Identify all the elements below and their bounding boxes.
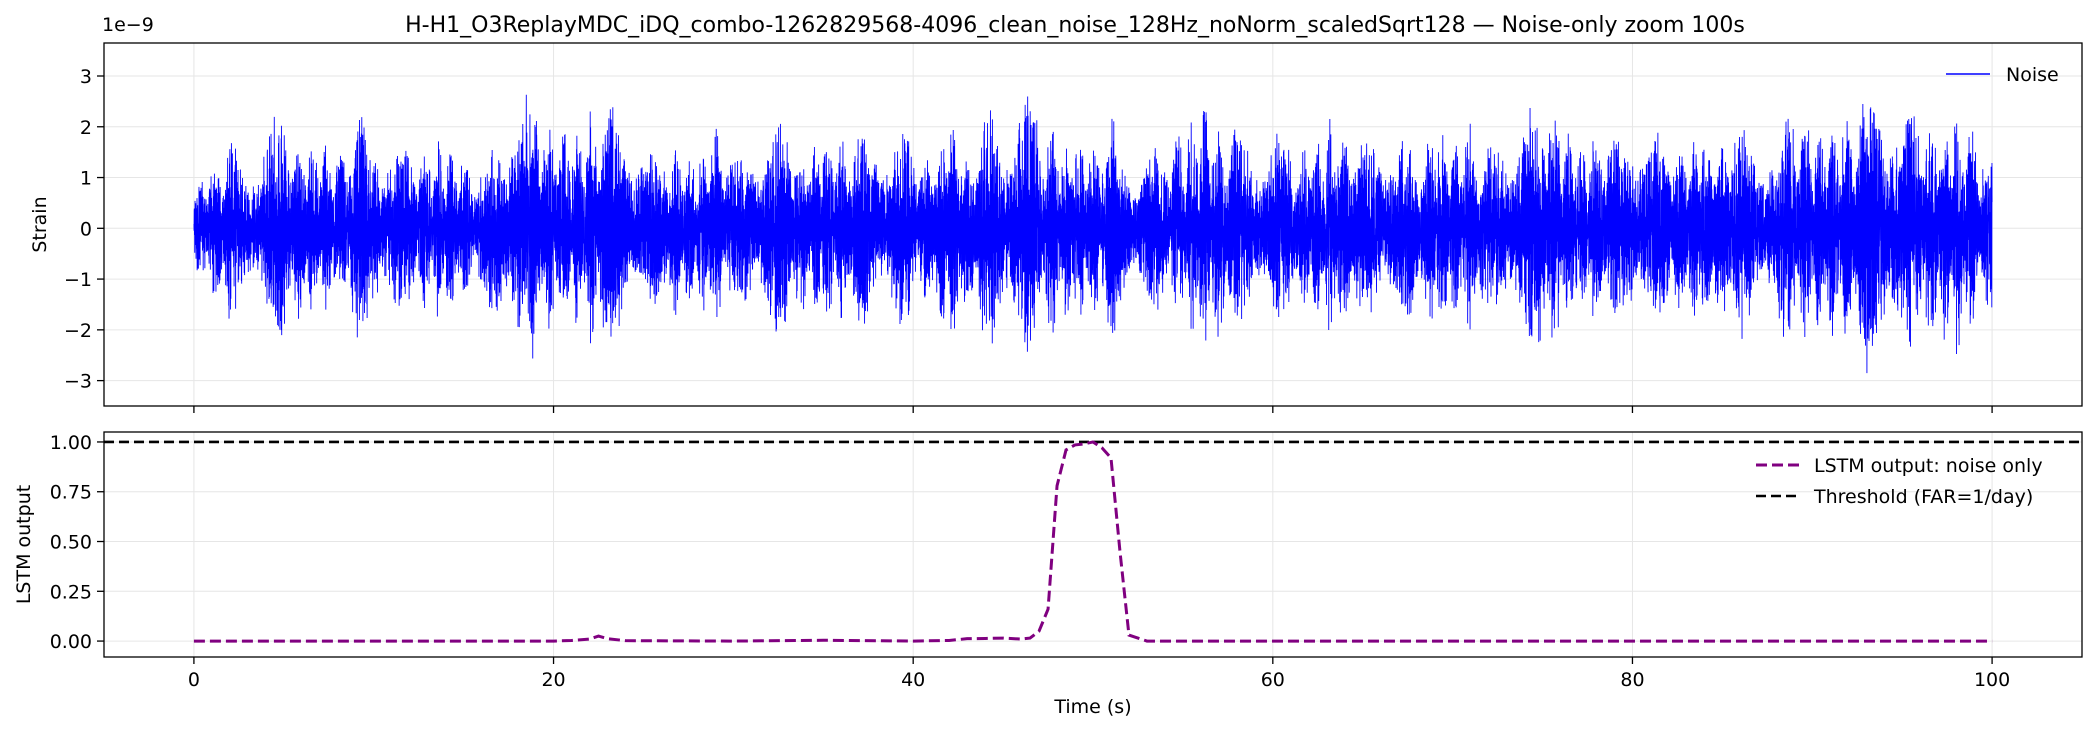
lstm-x-ticks: 0 20 40 60 80 100	[188, 657, 2010, 691]
x-tick-label: 20	[541, 669, 565, 691]
lstm-legend: LSTM output: noise only Threshold (FAR=1…	[1756, 455, 2043, 508]
x-axis-label: Time (s)	[1053, 696, 1131, 718]
y-tick-label: 0.50	[50, 532, 92, 554]
noise-line	[193, 94, 1993, 374]
legend-threshold-label: Threshold (FAR=1/day)	[1813, 486, 2033, 508]
y-tick-label: 2	[80, 117, 92, 139]
y-tick-label: 0	[80, 218, 92, 240]
y-tick-label: −1	[64, 269, 92, 291]
lstm-y-ticks: 0.00 0.25 0.50 0.75 1.00	[50, 432, 104, 653]
strain-y-axis-label: Strain	[29, 196, 51, 252]
legend-lstm-label: LSTM output: noise only	[1814, 455, 2043, 477]
y-tick-label: 1	[80, 168, 92, 190]
y-tick-label: −3	[64, 371, 92, 393]
y-tick-label: 1.00	[50, 432, 92, 454]
y-tick-label: 0.00	[50, 631, 92, 653]
strain-x-ticks	[193, 406, 1993, 413]
x-tick-label: 40	[901, 669, 925, 691]
x-tick-label: 0	[188, 669, 200, 691]
x-tick-label: 80	[1620, 669, 1644, 691]
strain-axes-frame	[103, 42, 2083, 407]
strain-legend: Noise	[1946, 64, 2059, 86]
y-tick-label: 0.75	[50, 482, 92, 504]
y-tick-label: −2	[64, 320, 92, 342]
strain-y-ticks: −3 −2 −1 0 1 2 3	[64, 66, 104, 393]
x-tick-label: 100	[1974, 669, 2010, 691]
legend-noise-label: Noise	[2006, 64, 2059, 86]
strain-offset-label: 1e−9	[102, 14, 154, 36]
lstm-panel: 0 20 40 60 80 100 0.00 0.25 0.50 0.75 1.00 LSTM o…	[13, 431, 2083, 718]
lstm-axes-frame	[103, 431, 2083, 658]
y-tick-label: 0.25	[50, 581, 92, 603]
lstm-output-line	[193, 440, 1993, 643]
chart-title: H-H1_O3ReplayMDC_iDQ_combo-1262829568-40…	[405, 13, 1745, 38]
y-tick-label: 3	[80, 66, 92, 88]
lstm-grid	[104, 432, 2082, 657]
strain-panel: −3 −2 −1 0 1 2 3 1e−9 Strain Noise	[29, 14, 2083, 413]
noise-series	[193, 94, 1993, 374]
lstm-y-axis-label: LSTM output	[13, 485, 35, 604]
x-tick-label: 60	[1261, 669, 1285, 691]
